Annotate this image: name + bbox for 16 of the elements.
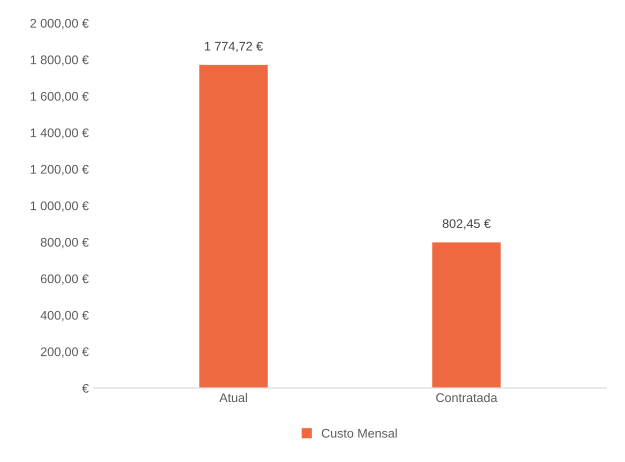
y-tick-label: 600,00 €	[40, 274, 89, 285]
y-tick-label: 2 000,00 €	[30, 18, 89, 30]
x-tick-label: Atual	[219, 392, 247, 402]
y-tick-label: 400,00 €	[40, 310, 89, 322]
x-tick-label: Contratada	[436, 392, 498, 402]
y-tick-label: 1 600,00 €	[30, 92, 89, 102]
text: 802,45 €	[442, 219, 491, 230]
y-tick-label: 200,00 €	[40, 347, 89, 358]
y-tick-label: 800,00 €	[40, 238, 89, 248]
y-tick-label: 1 400,00 €	[30, 128, 89, 139]
y-tick-label: €	[82, 384, 89, 393]
y-tick-label: 1 000,00 €	[30, 201, 89, 212]
text: 1 774,72 €	[204, 42, 263, 52]
y-tick-label: 1 200,00 €	[30, 164, 89, 176]
legend-label: Custo Mensal	[322, 428, 397, 438]
y-tick-label: 1 800,00 €	[30, 55, 89, 66]
